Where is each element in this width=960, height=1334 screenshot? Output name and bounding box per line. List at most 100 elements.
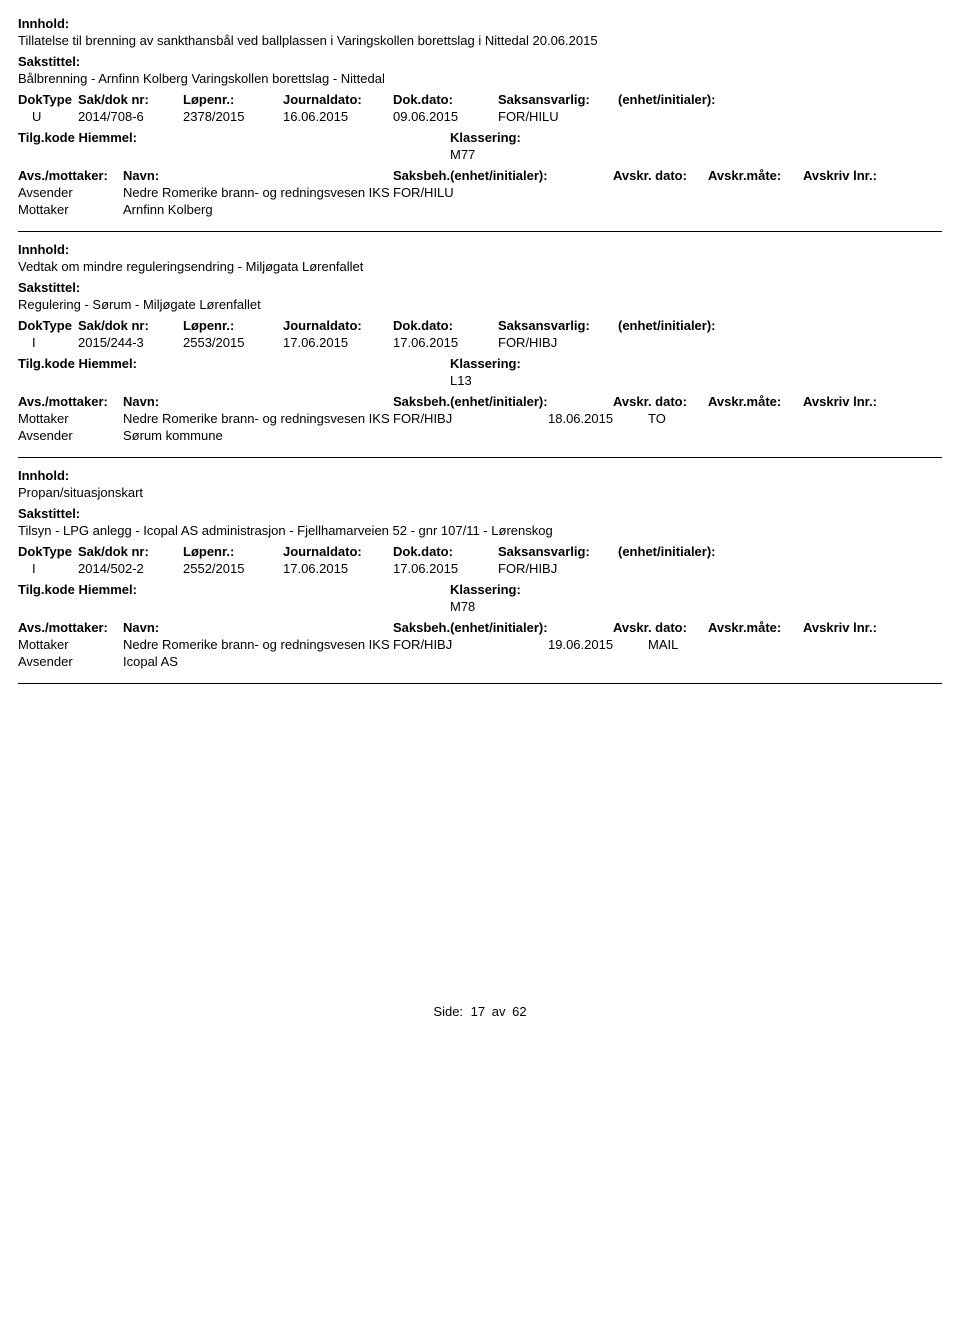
party-row: Avsender Sørum kommune	[18, 428, 942, 443]
innhold-label: Innhold:	[18, 468, 942, 483]
avskrdato-header: Avskr. dato:	[613, 620, 708, 635]
sakstittel-text: Regulering - Sørum - Miljøgate Lørenfall…	[18, 297, 942, 312]
tilgkode-text: Tilg.kode	[18, 582, 75, 597]
saksansvarlig-header: Saksansvarlig:	[498, 318, 618, 333]
saksansvarlig-value: FOR/HIBJ	[498, 335, 618, 350]
meta-value-row: I 2015/244-3 2553/2015 17.06.2015 17.06.…	[18, 335, 942, 350]
saksansvarlig-header: Saksansvarlig:	[498, 544, 618, 559]
party-saksbeh: FOR/HIBJ	[393, 637, 548, 652]
tilg-klass-row: Tilg.kode Hiemmel: Klassering:	[18, 356, 942, 371]
doktype-value: U	[18, 109, 78, 124]
meta-header-row: DokType Sak/dok nr: Løpenr.: Journaldato…	[18, 92, 942, 107]
dokdato-header: Dok.dato:	[393, 318, 498, 333]
meta-header-row: DokType Sak/dok nr: Løpenr.: Journaldato…	[18, 318, 942, 333]
party-role: Avsender	[18, 654, 123, 669]
party-saksbeh	[393, 202, 548, 217]
tilg-klass-row: Tilg.kode Hiemmel: Klassering:	[18, 130, 942, 145]
saksbeh-header: Saksbeh.(enhet/initialer):	[393, 620, 613, 635]
party-avskrmate	[648, 202, 708, 217]
party-saksbeh: FOR/HIBJ	[393, 411, 548, 426]
party-header-row: Avs./mottaker: Navn: Saksbeh.(enhet/init…	[18, 394, 942, 409]
sakdok-header: Sak/dok nr:	[78, 318, 183, 333]
av-label: av	[492, 1004, 506, 1019]
party-avskrmate: MAIL	[648, 637, 708, 652]
tilgkode-text: Tilg.kode	[18, 130, 75, 145]
klassering-value: M77	[450, 147, 942, 162]
doktype-value: I	[18, 335, 78, 350]
journaldato-value: 17.06.2015	[283, 335, 393, 350]
tilgkode-label: Tilg.kode Hiemmel:	[18, 130, 450, 145]
avskrmate-header: Avskr.måte:	[708, 168, 803, 183]
hjemmel-text: Hiemmel:	[78, 356, 137, 371]
saksbeh-header: Saksbeh.(enhet/initialer):	[393, 394, 613, 409]
hjemmel-text: Hiemmel:	[78, 130, 137, 145]
meta-value-row: I 2014/502-2 2552/2015 17.06.2015 17.06.…	[18, 561, 942, 576]
page-footer: Side: 17 av 62	[18, 1004, 942, 1019]
meta-value-row: U 2014/708-6 2378/2015 16.06.2015 09.06.…	[18, 109, 942, 124]
party-avskrmate: TO	[648, 411, 708, 426]
innhold-text: Propan/situasjonskart	[18, 485, 942, 500]
lopenr-header: Løpenr.:	[183, 318, 283, 333]
sakstittel-label: Sakstittel:	[18, 54, 942, 69]
party-role: Mottaker	[18, 637, 123, 652]
party-navn: Icopal AS	[123, 654, 393, 669]
party-saksbeh: FOR/HILU	[393, 185, 548, 200]
enhet-value	[618, 335, 748, 350]
avsmottaker-header: Avs./mottaker:	[18, 394, 123, 409]
dokdato-value: 09.06.2015	[393, 109, 498, 124]
avsmottaker-header: Avs./mottaker:	[18, 620, 123, 635]
avskrlnr-header: Avskriv lnr.:	[803, 168, 877, 183]
meta-header-row: DokType Sak/dok nr: Løpenr.: Journaldato…	[18, 544, 942, 559]
enhet-value	[618, 109, 748, 124]
tilgkode-text: Tilg.kode	[18, 356, 75, 371]
party-role: Avsender	[18, 185, 123, 200]
avskrmate-header: Avskr.måte:	[708, 620, 803, 635]
navn-header: Navn:	[123, 620, 393, 635]
party-avskrdato	[548, 428, 648, 443]
record-separator	[18, 231, 942, 232]
sakstittel-label: Sakstittel:	[18, 280, 942, 295]
party-avskrdato	[548, 185, 648, 200]
party-avskrdato	[548, 202, 648, 217]
party-navn: Nedre Romerike brann- og redningsvesen I…	[123, 411, 393, 426]
klassering-value: L13	[450, 373, 942, 388]
saksansvarlig-header: Saksansvarlig:	[498, 92, 618, 107]
enhet-header: (enhet/initialer):	[618, 318, 748, 333]
party-navn: Arnfinn Kolberg	[123, 202, 393, 217]
party-row: Mottaker Arnfinn Kolberg	[18, 202, 942, 217]
party-avskrmate	[648, 185, 708, 200]
enhet-header: (enhet/initialer):	[618, 544, 748, 559]
enhet-header: (enhet/initialer):	[618, 92, 748, 107]
hjemmel-text: Hiemmel:	[78, 582, 137, 597]
journal-record: Innhold: Propan/situasjonskart Sakstitte…	[18, 468, 942, 669]
innhold-text: Tillatelse til brenning av sankthansbål …	[18, 33, 942, 48]
party-navn: Sørum kommune	[123, 428, 393, 443]
lopenr-header: Løpenr.:	[183, 92, 283, 107]
innhold-label: Innhold:	[18, 16, 942, 31]
party-saksbeh	[393, 428, 548, 443]
party-avskrmate	[648, 654, 708, 669]
dokdato-value: 17.06.2015	[393, 561, 498, 576]
avskrmate-header: Avskr.måte:	[708, 394, 803, 409]
klassering-label: Klassering:	[450, 356, 521, 371]
record-separator	[18, 683, 942, 684]
party-role: Mottaker	[18, 202, 123, 217]
avskrlnr-header: Avskriv lnr.:	[803, 394, 877, 409]
party-avskrmate	[648, 428, 708, 443]
party-avskrdato	[548, 654, 648, 669]
klassering-label: Klassering:	[450, 582, 521, 597]
sakdok-header: Sak/dok nr:	[78, 544, 183, 559]
avsmottaker-header: Avs./mottaker:	[18, 168, 123, 183]
party-role: Avsender	[18, 428, 123, 443]
party-avskrdato: 18.06.2015	[548, 411, 648, 426]
avskrdato-header: Avskr. dato:	[613, 394, 708, 409]
sakdok-value: 2014/708-6	[78, 109, 183, 124]
party-navn: Nedre Romerike brann- og redningsvesen I…	[123, 637, 393, 652]
dokdato-header: Dok.dato:	[393, 92, 498, 107]
lopenr-header: Løpenr.:	[183, 544, 283, 559]
party-row: Mottaker Nedre Romerike brann- og rednin…	[18, 637, 942, 652]
avskrdato-header: Avskr. dato:	[613, 168, 708, 183]
sakstittel-text: Tilsyn - LPG anlegg - Icopal AS administ…	[18, 523, 942, 538]
navn-header: Navn:	[123, 168, 393, 183]
tilg-klass-row: Tilg.kode Hiemmel: Klassering:	[18, 582, 942, 597]
